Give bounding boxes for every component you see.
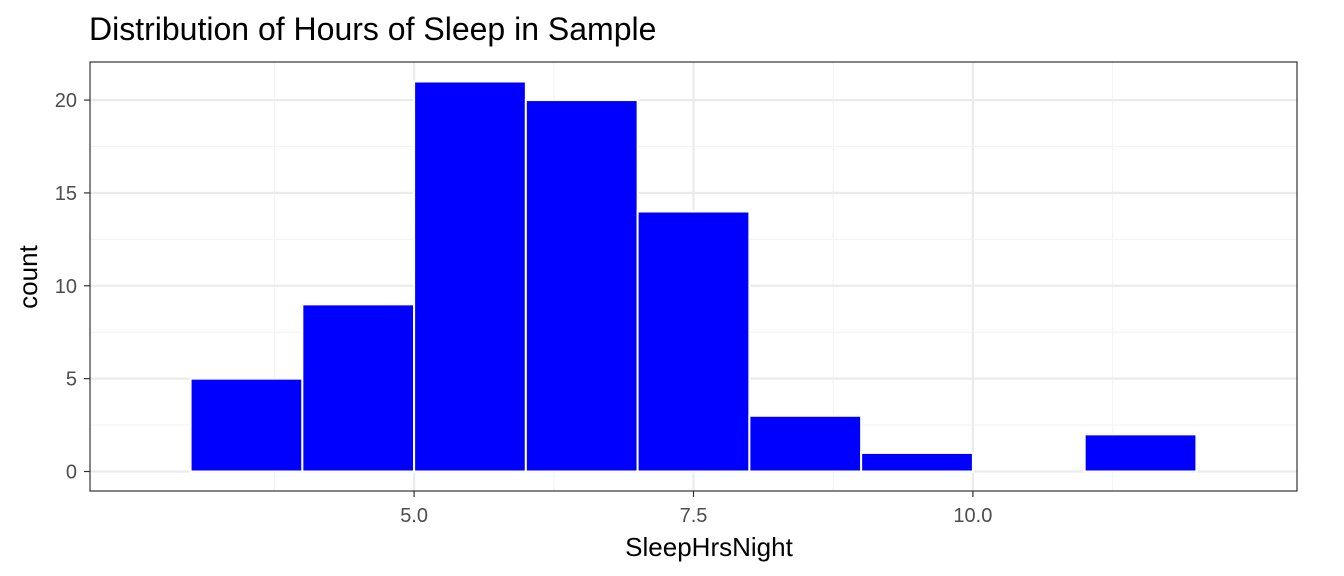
histogram-bar — [1083, 433, 1198, 473]
histogram-bar — [413, 80, 527, 473]
x-tick-label: 5.0 — [400, 505, 428, 527]
y-tick-label: 20 — [55, 90, 77, 112]
y-tick-label: 5 — [66, 369, 77, 391]
chart-title: Distribution of Hours of Sleep in Sample — [89, 11, 656, 47]
x-tick-label: 10.0 — [953, 505, 992, 527]
x-tick-label: 7.5 — [680, 505, 708, 527]
histogram-bar — [636, 210, 751, 473]
y-axis-ticks: 0 5 10 15 20 — [55, 90, 90, 484]
bars — [189, 80, 1198, 473]
histogram-bar — [860, 451, 974, 473]
y-tick-label: 0 — [66, 462, 77, 484]
y-axis-title: count — [13, 244, 43, 308]
histogram-bar — [189, 377, 304, 473]
y-tick-label: 15 — [55, 183, 77, 205]
histogram-bar — [524, 99, 639, 473]
x-axis-title: SleepHrsNight — [625, 532, 793, 562]
histogram-bar — [301, 303, 416, 473]
x-axis-ticks: 5.0 7.5 10.0 — [400, 491, 992, 527]
histogram-bar — [748, 414, 863, 473]
y-tick-label: 10 — [55, 276, 77, 298]
